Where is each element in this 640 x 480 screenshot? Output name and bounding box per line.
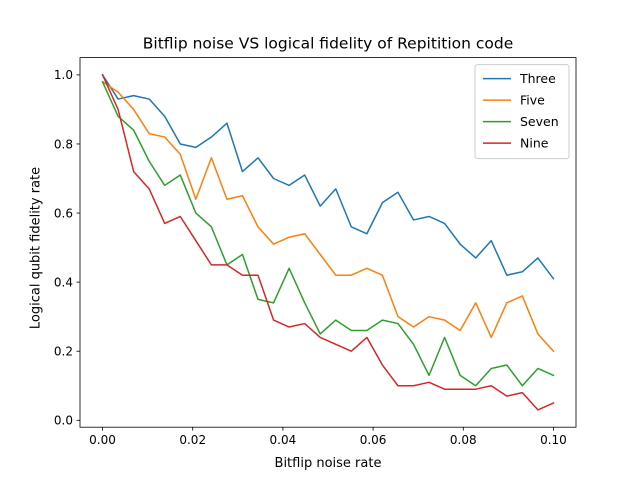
x-tick-label: 0.08 — [450, 433, 477, 447]
series-line-three — [101, 73, 555, 280]
legend: Three Five Seven Nine — [474, 64, 570, 160]
x-tick-label: 0.04 — [270, 433, 297, 447]
legend-box — [474, 64, 570, 160]
series-line-seven — [101, 80, 555, 387]
y-tick-label: 0.6 — [54, 206, 73, 220]
y-tick-label: 0.8 — [54, 137, 73, 151]
x-tick-label: 0.06 — [360, 433, 387, 447]
plot-area — [101, 73, 555, 411]
x-axis-label: Bitflip noise rate — [275, 456, 382, 471]
axes-frame — [79, 57, 577, 428]
legend-label-nine: Nine — [520, 136, 549, 151]
y-axis-label: Logical qubit fidelity rate — [29, 167, 44, 329]
x-tick-label: 0.10 — [540, 433, 567, 447]
legend-label-three: Three — [519, 71, 556, 86]
y-tick-label: 0.4 — [54, 275, 73, 289]
y-tick-label: 1.0 — [54, 68, 73, 82]
x-tick-label: 0.02 — [179, 433, 206, 447]
series-line-five — [101, 80, 555, 353]
y-tick-label: 0.0 — [54, 414, 73, 428]
legend-label-five: Five — [520, 93, 545, 108]
x-tick-label: 0.00 — [89, 433, 116, 447]
y-tick-label: 0.2 — [54, 345, 73, 359]
axes: 0.00 0.02 0.04 0.06 0.08 0.10 0.0 0.2 0.4 0.6 0.8 1… — [54, 57, 577, 447]
chart-title: Bitflip noise VS logical fidelity of Rep… — [143, 35, 514, 53]
legend-label-seven: Seven — [520, 114, 559, 129]
series-line-nine — [101, 73, 555, 411]
